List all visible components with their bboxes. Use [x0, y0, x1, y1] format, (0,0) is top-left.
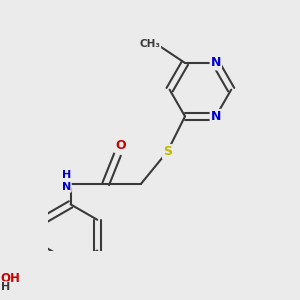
Text: OH: OH — [0, 272, 20, 285]
Text: N: N — [211, 56, 221, 70]
Text: N: N — [211, 110, 221, 123]
Text: H
N: H N — [61, 170, 71, 192]
Text: CH₃: CH₃ — [139, 39, 160, 49]
Text: O: O — [115, 139, 126, 152]
Text: S: S — [163, 145, 172, 158]
Text: H: H — [1, 282, 10, 292]
